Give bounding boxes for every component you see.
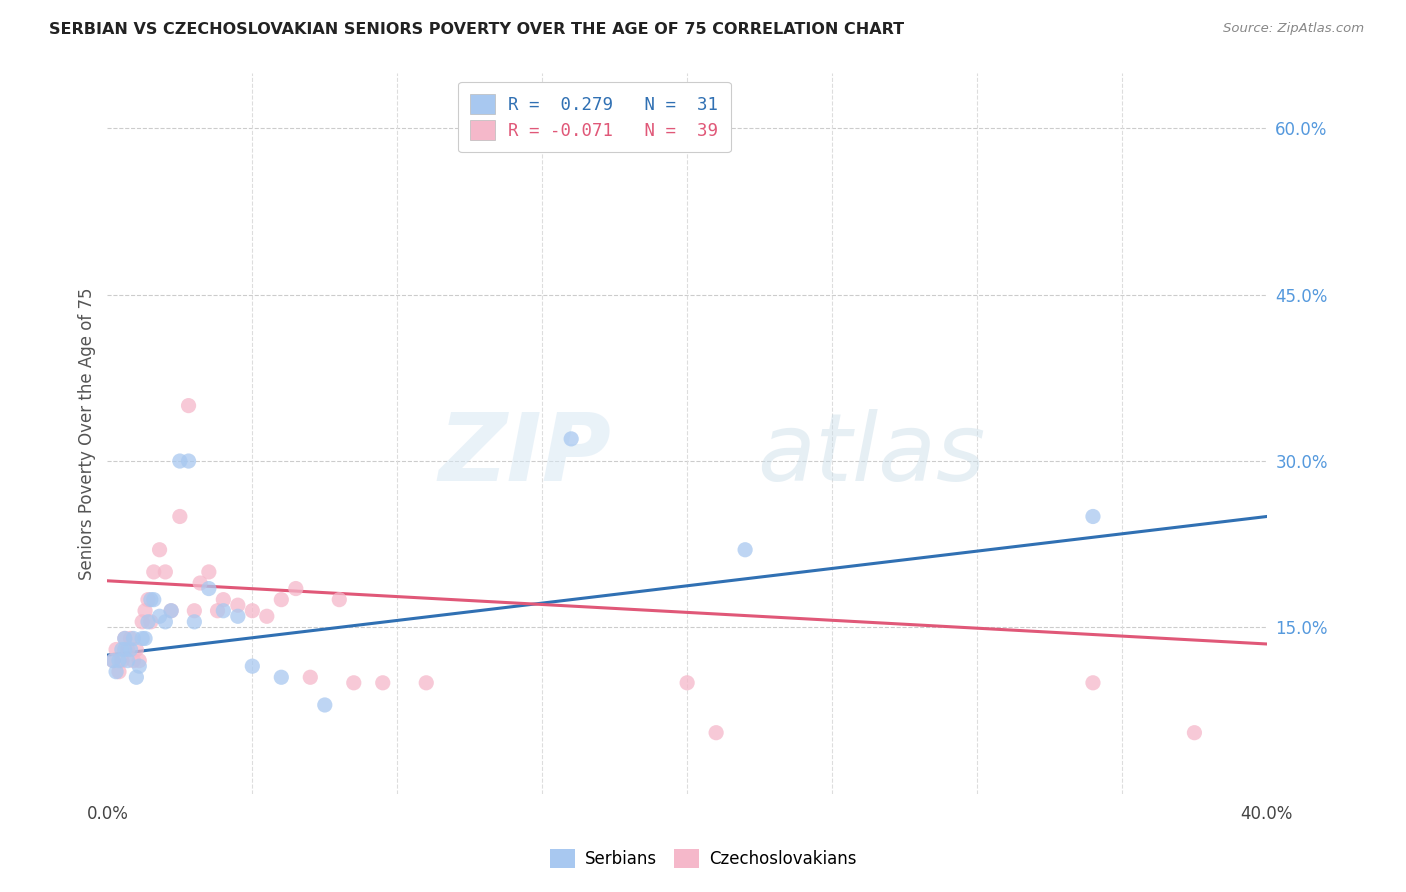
Point	[139, 592, 162, 607]
Legend: R =  0.279   N =  31, R = -0.071   N =  39: R = 0.279 N = 31, R = -0.071 N = 39	[458, 82, 731, 153]
Point	[131, 632, 153, 646]
Point	[676, 675, 699, 690]
Point	[148, 542, 170, 557]
Y-axis label: Seniors Poverty Over the Age of 75: Seniors Poverty Over the Age of 75	[79, 287, 96, 580]
Point	[270, 592, 292, 607]
Point	[160, 604, 183, 618]
Point	[139, 615, 162, 629]
Point	[177, 454, 200, 468]
Point	[212, 604, 235, 618]
Point	[198, 582, 221, 596]
Text: ZIP: ZIP	[439, 409, 612, 501]
Point	[101, 654, 124, 668]
Point	[114, 632, 136, 646]
Point	[142, 565, 165, 579]
Point	[114, 642, 136, 657]
Point	[136, 615, 159, 629]
Point	[415, 675, 437, 690]
Point	[1081, 675, 1104, 690]
Point	[134, 604, 156, 618]
Text: SERBIAN VS CZECHOSLOVAKIAN SENIORS POVERTY OVER THE AGE OF 75 CORRELATION CHART: SERBIAN VS CZECHOSLOVAKIAN SENIORS POVER…	[49, 22, 904, 37]
Point	[122, 654, 145, 668]
Point	[207, 604, 229, 618]
Point	[131, 615, 153, 629]
Point	[240, 604, 263, 618]
Point	[120, 642, 142, 657]
Point	[188, 576, 211, 591]
Point	[128, 659, 150, 673]
Point	[148, 609, 170, 624]
Point	[284, 582, 307, 596]
Point	[125, 670, 148, 684]
Point	[371, 675, 394, 690]
Point	[105, 642, 128, 657]
Point	[183, 604, 205, 618]
Point	[299, 670, 322, 684]
Point	[240, 659, 263, 673]
Point	[108, 654, 131, 668]
Text: Source: ZipAtlas.com: Source: ZipAtlas.com	[1223, 22, 1364, 36]
Point	[114, 632, 136, 646]
Point	[256, 609, 278, 624]
Point	[122, 632, 145, 646]
Point	[1184, 725, 1206, 739]
Point	[343, 675, 366, 690]
Point	[177, 399, 200, 413]
Point	[111, 642, 134, 657]
Point	[704, 725, 727, 739]
Point	[169, 454, 191, 468]
Point	[108, 665, 131, 679]
Point	[226, 598, 249, 612]
Point	[160, 604, 183, 618]
Point	[128, 654, 150, 668]
Point	[134, 632, 156, 646]
Point	[183, 615, 205, 629]
Point	[560, 432, 582, 446]
Legend: Serbians, Czechoslovakians: Serbians, Czechoslovakians	[543, 843, 863, 875]
Point	[120, 632, 142, 646]
Point	[155, 615, 177, 629]
Point	[155, 565, 177, 579]
Point	[169, 509, 191, 524]
Point	[212, 592, 235, 607]
Point	[101, 654, 124, 668]
Point	[105, 665, 128, 679]
Point	[734, 542, 756, 557]
Text: atlas: atlas	[756, 409, 986, 500]
Point	[111, 654, 134, 668]
Point	[117, 654, 139, 668]
Point	[226, 609, 249, 624]
Point	[117, 642, 139, 657]
Point	[328, 592, 350, 607]
Point	[136, 592, 159, 607]
Point	[125, 642, 148, 657]
Point	[270, 670, 292, 684]
Point	[142, 592, 165, 607]
Point	[314, 698, 336, 712]
Point	[1081, 509, 1104, 524]
Point	[198, 565, 221, 579]
